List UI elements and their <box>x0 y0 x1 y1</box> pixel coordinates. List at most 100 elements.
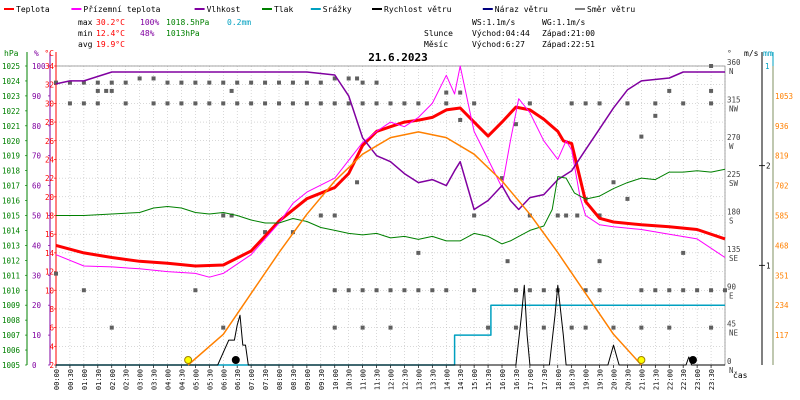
x-tick-label: 01:30 <box>95 369 103 390</box>
legend-label: Směr větru <box>587 5 635 14</box>
wind-direction-point <box>416 101 421 106</box>
x-tick-label: 17:30 <box>541 369 549 390</box>
wind-direction-point <box>332 288 337 293</box>
wind-direction-point <box>597 259 602 264</box>
x-tick-label: 15:30 <box>485 369 493 390</box>
x-tick-label: 09:30 <box>318 369 326 390</box>
wind-direction-point <box>277 80 281 85</box>
wind-direction-point <box>564 213 569 218</box>
hpa-axis-unit: hPa <box>4 49 19 58</box>
wind-direction-point <box>374 288 379 293</box>
wind-direction-point <box>575 213 580 218</box>
direction-tick-name: N <box>729 366 734 375</box>
left-axes: hPa1005100610071008100910101011101210131… <box>2 49 57 370</box>
x-tick-label: 02:30 <box>123 369 131 390</box>
legend-label: Vlhkost <box>207 5 241 14</box>
wind-direction-point <box>360 101 365 106</box>
wind-direction-point <box>221 213 226 218</box>
wind-direction-point <box>527 101 532 106</box>
wind-direction-point <box>346 76 351 81</box>
info-moon-label: Měsíc <box>424 40 448 49</box>
wind-direction-point <box>263 101 268 106</box>
wind-direction-point <box>667 288 672 293</box>
x-tick-label: 08:30 <box>290 369 298 390</box>
rain-tick-label: 1 <box>765 62 770 71</box>
info-sun-label: Slunce <box>424 29 453 38</box>
wind-direction-point <box>290 80 295 85</box>
wind-direction-point <box>123 101 128 106</box>
wind-direction-point <box>249 80 254 85</box>
x-tick-label: 08:00 <box>276 369 284 390</box>
wind-direction-point <box>81 80 86 85</box>
wind-direction-point <box>360 80 365 85</box>
wind-direction-point <box>221 325 226 330</box>
wind-direction-point <box>67 80 72 85</box>
x-tick-label: 23:00 <box>694 369 702 390</box>
chart-title: 21.6.2023 <box>368 51 428 64</box>
x-tick-label: 12:00 <box>388 369 396 390</box>
stat-temp: 12.4°C <box>96 29 125 38</box>
wind-direction-point <box>304 101 309 106</box>
x-tick-label: 14:30 <box>457 369 465 390</box>
wind-direction-point <box>235 101 240 106</box>
hpa-axis-tick-label: 1018 <box>2 167 21 176</box>
direction-tick-label: 315 <box>727 95 741 104</box>
sunrise-marker <box>184 356 193 364</box>
x-tick-label: 04:30 <box>178 369 186 390</box>
wind-direction-point <box>611 325 616 330</box>
wind-direction-point <box>416 288 421 293</box>
radiation-tick-label: 936 <box>775 122 789 131</box>
wind-direction-point <box>346 101 351 106</box>
hpa-axis-tick-label: 1007 <box>2 331 20 340</box>
radiation-tick-label: 117 <box>775 331 789 340</box>
wind-direction-point <box>179 80 184 85</box>
x-tick-label: 10:30 <box>346 369 354 390</box>
radiation-tick-label: 585 <box>775 212 789 221</box>
hpa-axis-tick-label: 1024 <box>2 77 21 86</box>
legend-label: Přízemní teplota <box>83 5 160 14</box>
x-tick-label: 16:00 <box>499 369 507 390</box>
humidity-axis-tick-label: 0 <box>32 361 37 370</box>
wind-direction-point <box>332 76 337 81</box>
wind-direction-point <box>104 88 109 93</box>
x-tick-label: 00:00 <box>53 369 61 390</box>
series-vlhkost <box>55 71 725 211</box>
wind-direction-point <box>229 88 234 93</box>
series-prizemni-teplota <box>55 65 726 278</box>
wind-direction-point <box>583 325 588 330</box>
direction-tick-label: 135 <box>727 245 741 254</box>
right-axes: °0N45NE90E135SE180S225SW270W315NW360Nm/s… <box>727 49 793 375</box>
wind-direction-point <box>263 230 268 235</box>
direction-tick-name: W <box>729 142 734 151</box>
direction-tick-label: 270 <box>727 133 741 142</box>
wind-direction-point <box>388 325 393 330</box>
wind-direction-point <box>639 288 644 293</box>
wind-direction-point <box>527 288 532 293</box>
stat-press: 1018.5hPa <box>166 18 210 27</box>
wind-direction-point <box>388 101 393 106</box>
info-wg: WG:1.1m/s <box>542 18 586 27</box>
x-tick-label: 12:30 <box>401 369 409 390</box>
wind-direction-point <box>583 288 588 293</box>
wind-direction-point <box>681 101 686 106</box>
wind-direction-point <box>402 288 407 293</box>
temperature-axis-tick-label: 34 <box>45 62 55 71</box>
hpa-axis-tick-label: 1005 <box>2 361 20 370</box>
info-moonrise: Východ:6:27 <box>472 40 525 49</box>
humidity-axis-tick-label: 100 <box>32 62 46 71</box>
wind-direction-point <box>263 80 268 85</box>
wind-direction-point <box>458 90 463 95</box>
wind-direction-point <box>81 101 86 106</box>
humidity-axis-tick-label: 80 <box>32 122 42 131</box>
stat-label: avg <box>78 40 93 49</box>
x-axis-label: čas <box>733 370 748 380</box>
humidity-axis-unit: % <box>34 49 39 58</box>
wind-direction-point <box>611 180 616 185</box>
plot-area <box>54 64 727 366</box>
wind-direction-point <box>81 288 86 293</box>
x-tick-label: 06:30 <box>234 369 242 390</box>
info-moonset: Západ:22:51 <box>542 40 595 49</box>
x-tick-label: 19:00 <box>583 369 591 390</box>
x-tick-label: 17:00 <box>527 369 535 390</box>
temperature-axis-unit: °C <box>44 49 54 58</box>
